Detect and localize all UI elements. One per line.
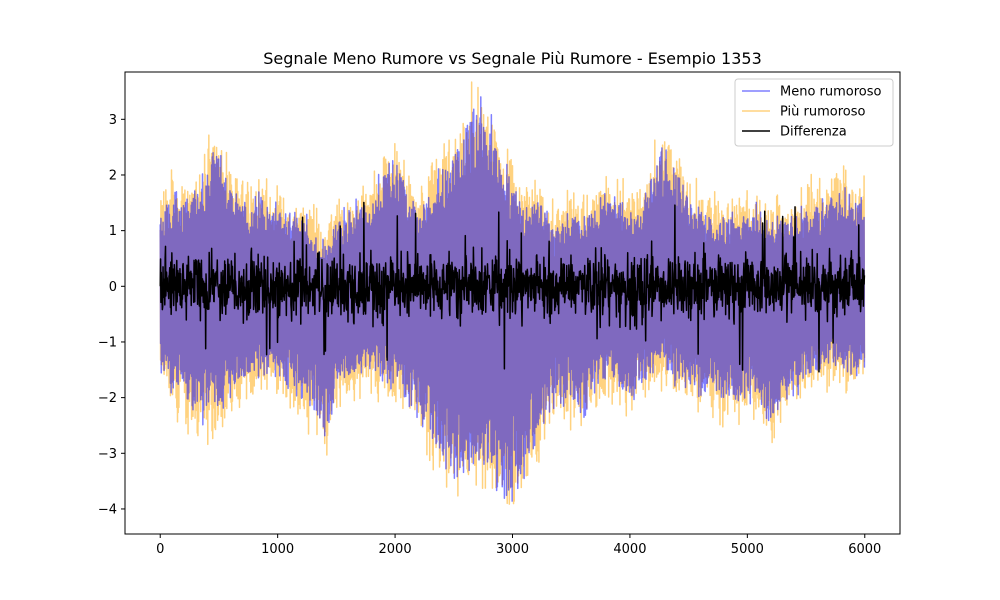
legend-label-differenza: Differenza bbox=[780, 125, 847, 140]
series-layer bbox=[159, 81, 866, 505]
legend-box bbox=[734, 78, 894, 147]
x-tick-label: 1000 bbox=[261, 542, 294, 557]
x-tick-label: 2000 bbox=[379, 542, 412, 557]
legend-label-piu-rumoroso: Più rumoroso bbox=[780, 105, 866, 120]
x-tick-label: 6000 bbox=[848, 542, 881, 557]
legend: Meno rumoroso Più rumoroso Differenza bbox=[734, 78, 894, 147]
y-tick-label: −2 bbox=[98, 391, 117, 406]
y-tick-label: −1 bbox=[98, 335, 117, 350]
y-tick-label: −3 bbox=[98, 447, 117, 462]
chart-title: Segnale Meno Rumore vs Segnale Più Rumor… bbox=[263, 49, 762, 68]
y-axis: 3 2 1 0 −1 −2 −3 −4 bbox=[98, 113, 125, 517]
legend-label-meno-rumoroso: Meno rumoroso bbox=[780, 85, 882, 100]
y-tick-label: 1 bbox=[109, 224, 117, 239]
series-line-differenza bbox=[159, 201, 866, 373]
y-tick-label: 2 bbox=[109, 168, 117, 183]
y-tick-label: 3 bbox=[109, 113, 117, 128]
x-axis: 0 1000 2000 3000 4000 5000 6000 bbox=[156, 534, 881, 557]
x-tick-label: 0 bbox=[156, 542, 164, 557]
x-tick-label: 4000 bbox=[613, 542, 646, 557]
x-tick-label: 5000 bbox=[731, 542, 764, 557]
y-tick-label: 0 bbox=[109, 280, 117, 295]
y-tick-label: −4 bbox=[98, 502, 117, 517]
x-tick-label: 3000 bbox=[496, 542, 529, 557]
